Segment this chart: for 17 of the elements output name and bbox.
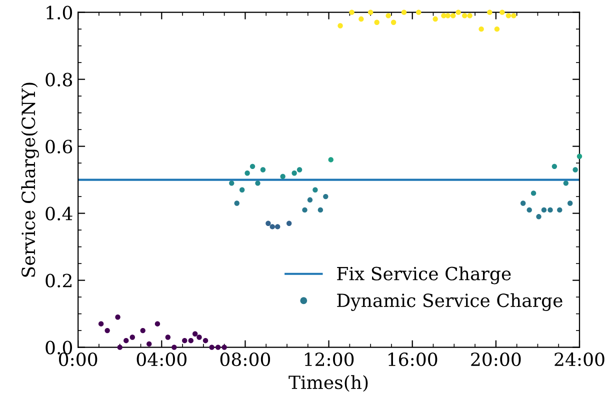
y-tick-label: 0.2 xyxy=(46,274,72,288)
x-tick-label: 24:00 xyxy=(554,352,604,366)
x-tick-label: 08:00 xyxy=(220,352,270,366)
y-tick-label: 0.6 xyxy=(46,140,72,154)
y-tick-label: 1.0 xyxy=(46,6,72,20)
x-tick-label: 04:00 xyxy=(136,352,186,366)
x-axis-title: Times(h) xyxy=(288,375,368,392)
y-tick-label: 0.0 xyxy=(46,340,72,354)
x-tick-label: 20:00 xyxy=(471,352,521,366)
x-tick-label: 12:00 xyxy=(304,352,354,366)
x-tick-label: 16:00 xyxy=(388,352,438,366)
y-tick-label: 0.4 xyxy=(46,206,72,220)
y-tick-label: 0.8 xyxy=(46,72,72,86)
y-axis-title: Service Charge(CNY) xyxy=(21,82,39,277)
legend-label: Dynamic Service Charge xyxy=(337,293,562,311)
x-tick-label: 0:00 xyxy=(59,352,98,366)
legend-label: Fix Service Charge xyxy=(337,266,511,284)
